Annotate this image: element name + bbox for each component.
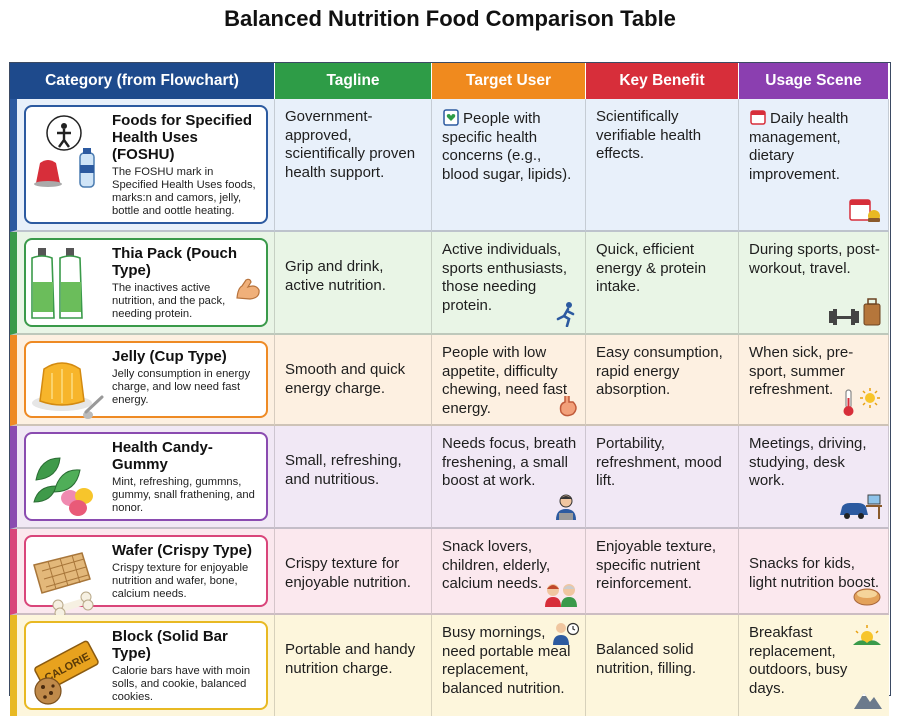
category-cell-block: CALORIE Block (Solid Bar Type) Calorie b…: [10, 615, 275, 716]
page-title: Balanced Nutrition Food Comparison Table: [224, 6, 676, 31]
dumbbell-luggage-icon: [829, 298, 881, 326]
car-desk-icon: [840, 494, 882, 519]
category-description: The FOSHU mark in Specified Health Uses …: [112, 166, 256, 217]
worker-laptop-icon: [556, 494, 576, 520]
pouch-drink-icon: [31, 248, 83, 319]
usage-scene-cell: When sick, pre-sport, summer refreshment…: [739, 335, 889, 426]
header-category: Category (from Flowchart): [10, 63, 275, 99]
target-user-cell: Needs focus, breath freshening, a small …: [432, 426, 586, 529]
runner-icon: [556, 302, 575, 327]
snack-bowl-icon: [853, 588, 881, 606]
usage-scene-cell: Breakfast replacement, outdoors, busy da…: [739, 615, 889, 716]
comparison-table: Category (from Flowchart) Tagline Target…: [9, 62, 891, 716]
thermometer-sun-icon: [843, 388, 880, 416]
key-benefit-cell: Quick, efficient energy & protein intake…: [586, 232, 739, 335]
usage-scene-cell: Snacks for kids, light nutrition boost.: [739, 529, 889, 615]
category-description: Mint, refreshing, gummns, gummy, snall f…: [112, 476, 255, 514]
category-description: Calorie bars have with moin solls, and c…: [112, 665, 251, 703]
target-user-cell: People with specific health concerns (e.…: [432, 99, 586, 232]
target-user-cell: Snack lovers, children, elderly, calcium…: [432, 529, 586, 615]
category-cell-jelly: Jelly (Cup Type) Jelly consumption in en…: [10, 335, 275, 426]
usage-scene-cell: During sports, post-workout, travel.: [739, 232, 889, 335]
key-benefit-cell: Balanced solid nutrition, filling.: [586, 615, 739, 716]
key-benefit-cell: Scientifically verifiable health effects…: [586, 99, 739, 232]
category-name: Jelly (Cup Type): [112, 348, 227, 365]
key-benefit-cell: Portability, refreshment, mood lift.: [586, 426, 739, 529]
category-cell-wafer: Wafer (Crispy Type) Crispy texture for e…: [10, 529, 275, 619]
calendar-icon: [750, 110, 766, 125]
tagline-cell: Government-approved, scientifically prov…: [275, 99, 432, 232]
category-description: The inactives active nutrition, and the …: [112, 282, 226, 320]
target-user-cell: Busy mornings, need portable meal replac…: [432, 615, 586, 716]
stomach-icon: [559, 396, 577, 417]
jelly-cup-icon: [32, 362, 104, 419]
tagline-cell: Grip and drink, active nutrition.: [275, 232, 432, 335]
target-user-cell: Active individuals, sports enthusiasts, …: [432, 232, 586, 335]
tagline-cell: Crispy texture for enjoyable nutrition.: [275, 529, 432, 615]
category-name: Wafer (Crispy Type): [112, 542, 253, 559]
header-key-benefit: Key Benefit: [586, 63, 739, 99]
usage-scene-cell: Meetings, driving, studying, desk work.: [739, 426, 889, 529]
category-cell-foshu: Foods for Specified Health Uses (FOSHU) …: [10, 99, 275, 232]
mountain-icon: [854, 693, 882, 709]
busy-clock-person-icon: [553, 622, 579, 645]
category-name: Block (Solid Bar Type): [112, 628, 228, 662]
header-usage-scene: Usage Scene: [739, 63, 889, 99]
meal-planning-icon: [849, 199, 880, 222]
header-tagline: Tagline: [275, 63, 432, 99]
target-user-cell: People with low appetite, difficulty che…: [432, 335, 586, 426]
tagline-cell: Small, refreshing, and nutritious.: [275, 426, 432, 529]
category-name: Foods for Specified Health Uses (FOSHU): [112, 112, 253, 163]
sunrise-icon: [853, 625, 881, 645]
key-benefit-cell: Easy consumption, rapid energy absorptio…: [586, 335, 739, 426]
category-name: Thia Pack (Pouch Type): [112, 245, 238, 279]
key-benefit-cell: Enjoyable texture, specific nutrient rei…: [586, 529, 739, 615]
mint-gummy-icon: [33, 457, 93, 516]
usage-scene-cell: Daily health management, dietary improve…: [739, 99, 889, 232]
header-target-user: Target User: [432, 63, 586, 99]
foshu-mark-icon: [34, 115, 95, 188]
category-description: Crispy texture for enjoyable nutrition a…: [112, 562, 249, 600]
wafer-bone-icon: [33, 552, 94, 619]
flexed-arm-icon: [236, 278, 260, 300]
category-cell-candy-gummy: Health Candy-Gummy Mint, refreshing, gum…: [10, 426, 275, 529]
category-description: Jelly consumption in energy charge, and …: [112, 368, 251, 406]
category-cell-pouch: Thia Pack (Pouch Type) The inactives act…: [10, 232, 275, 335]
clipboard-heart-icon: [443, 109, 459, 126]
category-name: Health Candy-Gummy: [112, 439, 213, 473]
tagline-cell: Smooth and quick energy charge.: [275, 335, 432, 426]
tagline-cell: Portable and handy nutrition charge.: [275, 615, 432, 716]
calorie-bar-icon: CALORIE: [34, 640, 99, 705]
child-elderly-icon: [545, 584, 577, 607]
